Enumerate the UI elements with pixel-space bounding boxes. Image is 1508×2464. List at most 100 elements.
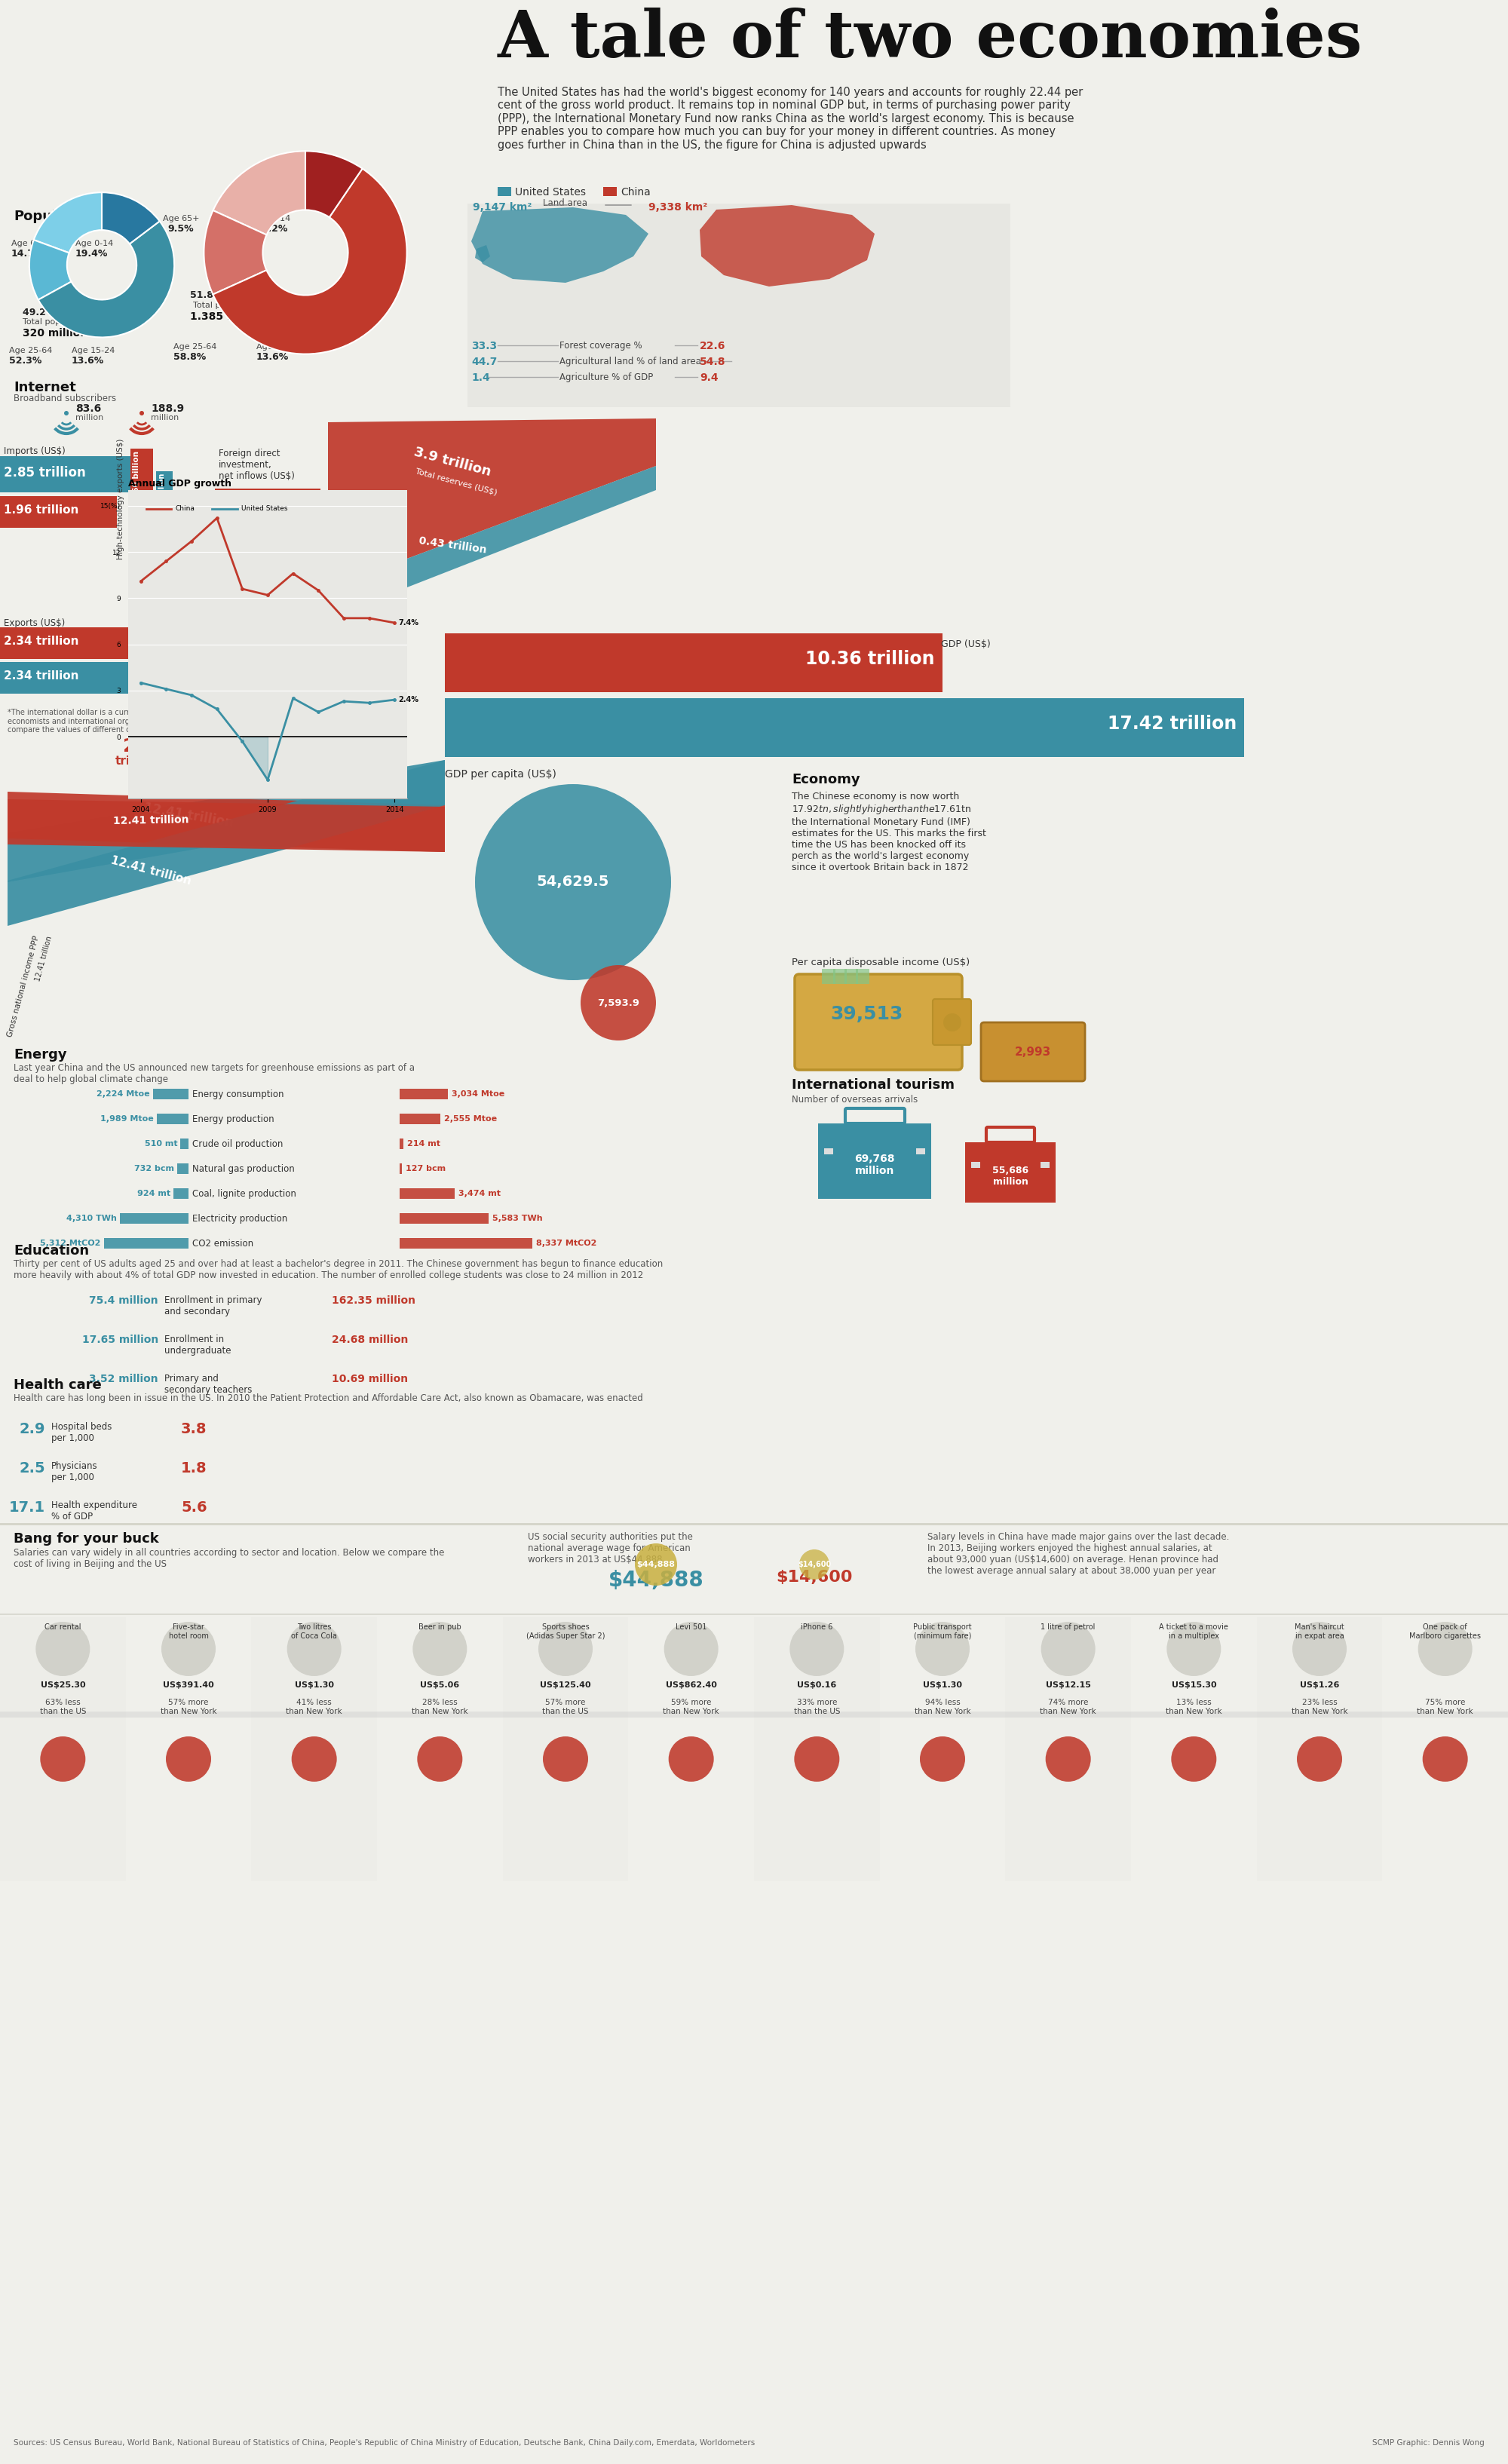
Text: US$5.06: US$5.06 <box>421 1680 460 1688</box>
Text: Age 0-14: Age 0-14 <box>75 239 113 246</box>
Circle shape <box>795 1737 840 1781</box>
Circle shape <box>287 1621 341 1676</box>
Text: 17.1: 17.1 <box>9 1501 45 1515</box>
Text: 3.9 trillion: 3.9 trillion <box>412 446 493 478</box>
Text: 2.9: 2.9 <box>20 1422 45 1437</box>
Text: 55,686
million: 55,686 million <box>992 1165 1028 1188</box>
Bar <box>131 448 154 532</box>
Circle shape <box>915 1621 970 1676</box>
Text: Economy: Economy <box>792 774 860 786</box>
Bar <box>400 1138 403 1148</box>
Text: 1.8: 1.8 <box>181 1461 207 1476</box>
Text: Age 25-64: Age 25-64 <box>173 342 217 350</box>
Bar <box>1256 1616 1383 1880</box>
Bar <box>0 628 128 658</box>
Circle shape <box>1172 1737 1217 1781</box>
Text: Health expenditure
% of GDP: Health expenditure % of GDP <box>51 1501 137 1523</box>
Wedge shape <box>33 192 103 254</box>
Text: US$25.30: US$25.30 <box>41 1680 86 1688</box>
Bar <box>104 1237 188 1249</box>
Bar <box>844 968 858 983</box>
Text: 24.68 million: 24.68 million <box>332 1335 409 1345</box>
FancyBboxPatch shape <box>980 1023 1086 1082</box>
Text: 12.41 trillion: 12.41 trillion <box>109 855 193 887</box>
Text: 1,989 Mtoe: 1,989 Mtoe <box>101 1116 154 1124</box>
Text: million: million <box>151 414 179 421</box>
Text: 22.6: 22.6 <box>700 340 725 352</box>
Text: US$862.40: US$862.40 <box>665 1680 716 1688</box>
Text: Exports (US$): Exports (US$) <box>3 618 65 628</box>
Text: 59% more
than New York: 59% more than New York <box>664 1698 719 1715</box>
Text: 2.34 trillion: 2.34 trillion <box>3 670 78 683</box>
Text: US$15.30: US$15.30 <box>1172 1680 1217 1688</box>
Text: 13.6%: 13.6% <box>72 355 104 365</box>
Text: Land area: Land area <box>543 197 588 207</box>
Text: $14,600: $14,600 <box>777 1570 852 1584</box>
Circle shape <box>36 1621 90 1676</box>
Text: Public transport
(minimum fare): Public transport (minimum fare) <box>914 1624 971 1639</box>
Bar <box>0 1712 1508 1717</box>
Text: Population: Population <box>14 209 95 224</box>
Text: 8,337 MtCO2: 8,337 MtCO2 <box>537 1239 597 1247</box>
Polygon shape <box>8 759 445 926</box>
Text: $44,888: $44,888 <box>636 1560 676 1567</box>
Text: International tourism: International tourism <box>792 1079 955 1092</box>
Circle shape <box>41 1737 86 1781</box>
Polygon shape <box>470 207 648 283</box>
Bar <box>252 1616 377 1880</box>
FancyBboxPatch shape <box>932 998 971 1045</box>
Polygon shape <box>8 791 445 853</box>
Text: $14,600: $14,600 <box>798 1560 831 1567</box>
Bar <box>176 1163 188 1173</box>
Text: 39,513: 39,513 <box>831 1005 903 1023</box>
Text: 44.7: 44.7 <box>470 357 498 367</box>
Circle shape <box>291 1737 336 1781</box>
Text: 14.7%: 14.7% <box>12 249 44 259</box>
Bar <box>832 968 847 983</box>
Text: Levi 501: Levi 501 <box>676 1624 707 1631</box>
Text: 3,474 mt: 3,474 mt <box>458 1190 501 1198</box>
Text: 41% less
than New York: 41% less than New York <box>287 1698 342 1715</box>
Text: Five-star
hotel room: Five-star hotel room <box>169 1624 208 1639</box>
Text: Enrollment in
undergraduate: Enrollment in undergraduate <box>164 1335 231 1355</box>
Text: Primary and
secondary teachers: Primary and secondary teachers <box>164 1375 252 1395</box>
Bar <box>400 1089 448 1099</box>
Text: Education: Education <box>14 1244 89 1257</box>
Text: 69,768
million: 69,768 million <box>855 1153 894 1175</box>
Bar <box>154 1089 188 1099</box>
Text: 49.2% 50.8%: 49.2% 50.8% <box>23 308 92 318</box>
Text: Agriculture % of GDP: Agriculture % of GDP <box>559 372 653 382</box>
Circle shape <box>799 1550 829 1579</box>
Text: Total population: Total population <box>193 301 259 308</box>
Bar <box>0 456 151 493</box>
Text: Hospital beds
per 1,000: Hospital beds per 1,000 <box>51 1422 112 1444</box>
Text: Natural gas production: Natural gas production <box>193 1163 294 1173</box>
Bar <box>173 1188 188 1200</box>
Polygon shape <box>475 244 490 261</box>
Text: Salary levels in China have made major gains over the last decade.
In 2013, Beij: Salary levels in China have made major g… <box>927 1533 1229 1577</box>
Bar <box>603 187 617 197</box>
Text: 83.6: 83.6 <box>75 404 101 414</box>
Text: Energy consumption: Energy consumption <box>193 1089 284 1099</box>
Text: 12.41 trillion: 12.41 trillion <box>143 801 234 830</box>
Text: Forest coverage %: Forest coverage % <box>559 340 642 350</box>
Circle shape <box>920 1737 965 1781</box>
Text: Last year China and the US announced new targets for greenhouse emissions as par: Last year China and the US announced new… <box>14 1062 415 1084</box>
Text: 12.41 trillion: 12.41 trillion <box>113 816 188 825</box>
Text: Car rental: Car rental <box>45 1624 81 1631</box>
Text: A ticket to a movie
in a multiplex: A ticket to a movie in a multiplex <box>1160 1624 1229 1639</box>
Text: US$125.40: US$125.40 <box>540 1680 591 1688</box>
Text: Internet: Internet <box>14 382 75 394</box>
Circle shape <box>63 411 69 416</box>
Bar <box>181 1138 188 1148</box>
Bar <box>400 1237 532 1249</box>
Text: 4,310 TWh: 4,310 TWh <box>66 1215 118 1222</box>
Text: Per capita disposable income (US$): Per capita disposable income (US$) <box>792 958 970 968</box>
Text: Total reserves (US$): Total reserves (US$) <box>415 468 498 498</box>
Text: Government revenue
(international $*): Government revenue (international $*) <box>142 771 235 793</box>
Text: 33.3: 33.3 <box>470 340 498 352</box>
Text: Electricity production: Electricity production <box>193 1215 288 1222</box>
Circle shape <box>790 1621 844 1676</box>
Text: Health care has long been in issue in the US. In 2010 the Patient Protection and: Health care has long been in issue in th… <box>14 1392 642 1402</box>
Wedge shape <box>103 192 160 244</box>
